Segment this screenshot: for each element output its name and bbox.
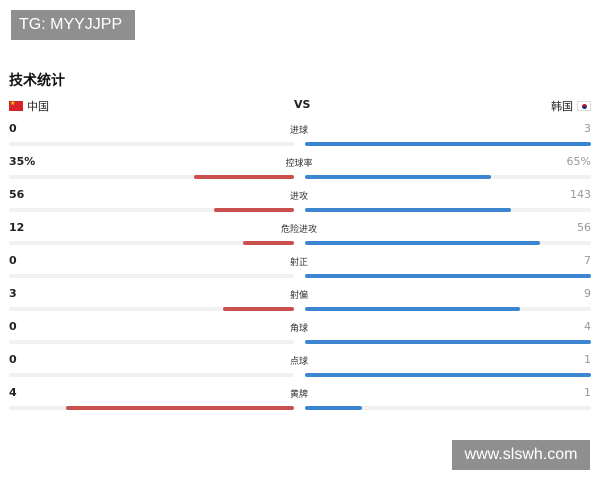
stat-left-value: 0: [9, 254, 17, 267]
stat-right-track: [305, 208, 591, 212]
stat-left-bar: [214, 208, 294, 212]
stat-right-value: 9: [584, 287, 591, 300]
stat-row: 56 进攻 143: [9, 186, 591, 219]
stat-right-bar: [305, 373, 591, 377]
stat-label: 黄牌: [289, 390, 308, 400]
stat-right-value: 1: [584, 353, 591, 366]
stat-right-track: [305, 142, 591, 146]
stat-right-bar: [305, 175, 491, 179]
stat-right-bar: [305, 208, 511, 212]
stat-left-track: [9, 340, 294, 344]
stat-right-value: 143: [570, 188, 591, 201]
stat-left-value: 3: [9, 287, 17, 300]
stat-left-track: [9, 175, 294, 179]
stat-left-value: 35%: [9, 155, 36, 168]
stat-left-value: 0: [9, 320, 17, 333]
stat-right-track: [305, 274, 591, 278]
stat-left-track: [9, 208, 294, 212]
stat-row: 0 角球 4: [9, 318, 591, 351]
stat-row: 12 危险进攻 56: [9, 219, 591, 252]
stat-left-bar: [242, 241, 294, 245]
stat-right-value: 7: [584, 254, 591, 267]
page-title: 技术统计: [9, 73, 65, 89]
stat-right-track: [305, 373, 591, 377]
stat-left-track: [9, 373, 294, 377]
stat-right-bar: [305, 406, 363, 410]
stats-table: 0 进球 3 35% 控球率 65% 56 进攻 143 12 危险进攻 56: [9, 120, 591, 417]
stat-right-track: [305, 406, 591, 410]
stat-right-bar: [305, 142, 591, 146]
stat-right-value: 3: [584, 122, 591, 135]
team-header: 中国 VS 韩国: [9, 98, 591, 114]
stat-row: 0 点球 1: [9, 351, 591, 384]
stat-label: 进攻: [289, 192, 308, 202]
stat-left-value: 0: [9, 353, 17, 366]
stat-right-value: 56: [577, 221, 591, 234]
stat-left-value: 12: [9, 221, 25, 234]
stat-right-bar: [305, 274, 591, 278]
stat-label: 进球: [289, 126, 308, 136]
stat-row: 0 进球 3: [9, 120, 591, 153]
team-left-name: 中国: [27, 100, 49, 113]
stat-left-bar: [222, 307, 294, 311]
team-left: 中国: [9, 98, 49, 114]
stat-right-bar: [305, 241, 540, 245]
stat-right-value: 4: [584, 320, 591, 333]
stat-right-track: [305, 175, 591, 179]
watermark-bottom: www.slswh.com: [452, 440, 590, 470]
stat-left-track: [9, 307, 294, 311]
team-right: 韩国: [551, 98, 591, 114]
team-right-name: 韩国: [551, 100, 573, 113]
vs-label: VS: [294, 98, 311, 111]
stat-right-value: 65%: [566, 155, 591, 168]
stat-label: 点球: [289, 357, 308, 367]
korea-flag-icon: [577, 101, 591, 111]
watermark-top: TG: MYYJJPP: [11, 10, 135, 40]
stat-label: 危险进攻: [280, 225, 317, 235]
stat-right-bar: [305, 307, 520, 311]
stat-right-track: [305, 241, 591, 245]
stat-left-bar: [66, 406, 294, 410]
stat-left-value: 56: [9, 188, 25, 201]
stat-row: 3 射偏 9: [9, 285, 591, 318]
stat-left-track: [9, 241, 294, 245]
stat-label: 射正: [289, 258, 308, 268]
stat-right-value: 1: [584, 386, 591, 399]
stat-left-track: [9, 406, 294, 410]
stat-left-bar: [194, 175, 294, 179]
stat-left-value: 4: [9, 386, 17, 399]
stat-label: 角球: [289, 324, 308, 334]
china-flag-icon: [9, 100, 23, 111]
stat-left-track: [9, 274, 294, 278]
stat-label: 控球率: [285, 159, 313, 169]
stat-row: 0 射正 7: [9, 252, 591, 285]
stat-right-track: [305, 307, 591, 311]
stat-left-track: [9, 142, 294, 146]
stat-right-bar: [305, 340, 591, 344]
stat-right-track: [305, 340, 591, 344]
stat-row: 35% 控球率 65%: [9, 153, 591, 186]
stat-left-value: 0: [9, 122, 17, 135]
stat-label: 射偏: [289, 291, 308, 301]
stat-row: 4 黄牌 1: [9, 384, 591, 417]
